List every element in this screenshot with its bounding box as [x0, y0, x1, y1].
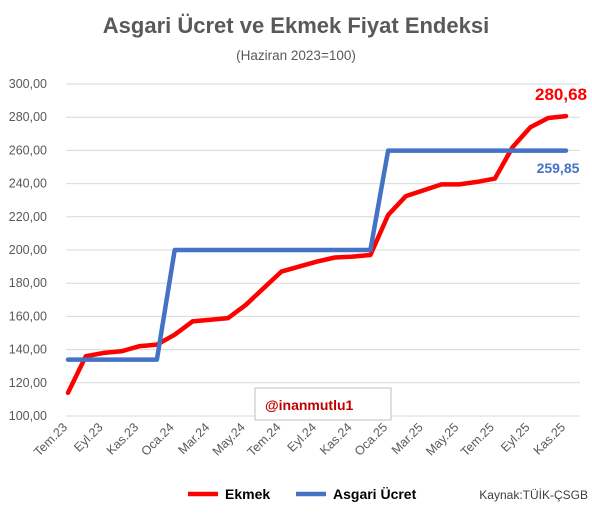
- chart-subtitle: (Haziran 2023=100): [236, 48, 356, 63]
- series-line-ekmek: [65, 113, 569, 396]
- chart-title: Asgari Ücret ve Ekmek Fiyat Endeksi: [103, 13, 489, 38]
- y-tick-label: 200,00: [9, 243, 47, 257]
- x-tick-label: Tem.23: [31, 420, 70, 459]
- y-tick-label: 180,00: [9, 276, 47, 290]
- x-axis: Tem.23 Eyl.23Kas.23Oca.24Mar.24May.24Tem.…: [31, 420, 568, 459]
- watermark-text: @inanmutlu1: [265, 397, 354, 413]
- y-tick-label: 220,00: [9, 210, 47, 224]
- x-tick-label: Oca.24: [138, 420, 176, 458]
- x-tick-label: Eyl.23: [71, 420, 105, 454]
- source-note: Kaynak:TÜİK-ÇSGB: [479, 488, 588, 502]
- asgari-last-value-label: 259,85: [537, 160, 580, 176]
- legend-label-asgari: Asgari Ücret: [333, 486, 417, 502]
- watermark-box: @inanmutlu1: [254, 387, 392, 421]
- x-tick-label: Tem.24: [245, 420, 284, 459]
- series-layer: [65, 113, 569, 396]
- y-tick-label: 280,00: [9, 110, 47, 124]
- x-tick-label: Tem.25: [458, 420, 497, 459]
- legend-label-ekmek: Ekmek: [225, 486, 270, 502]
- series-line-asgari-ucret: [65, 148, 569, 362]
- legend: Ekmek Asgari Ücret: [188, 486, 417, 502]
- y-tick-label: 120,00: [9, 376, 47, 390]
- x-tick-label: Oca.25: [352, 420, 390, 458]
- y-tick-label: 100,00: [9, 409, 47, 423]
- x-tick-label: Mar.25: [389, 420, 426, 457]
- x-tick-label: May.24: [210, 420, 248, 458]
- x-tick-label: Eyl.25: [498, 420, 532, 454]
- x-tick-label: Kas.23: [104, 420, 141, 457]
- y-axis: 100,00 120,00 140,00 160,00 180,00 200,00 220,…: [9, 77, 47, 423]
- x-tick-label: Mar.24: [175, 420, 212, 457]
- x-tick-label: Kas.24: [317, 420, 354, 457]
- ekmek-last-value-label: 280,68: [535, 85, 587, 104]
- x-tick-label: May.25: [423, 420, 461, 458]
- x-tick-label: Eyl.24: [285, 420, 319, 454]
- y-tick-label: 300,00: [9, 77, 47, 91]
- y-tick-label: 140,00: [9, 343, 47, 357]
- y-tick-label: 240,00: [9, 177, 47, 191]
- y-tick-label: 260,00: [9, 143, 47, 157]
- x-tick-label: Kas.25: [531, 420, 568, 457]
- y-tick-label: 160,00: [9, 309, 47, 323]
